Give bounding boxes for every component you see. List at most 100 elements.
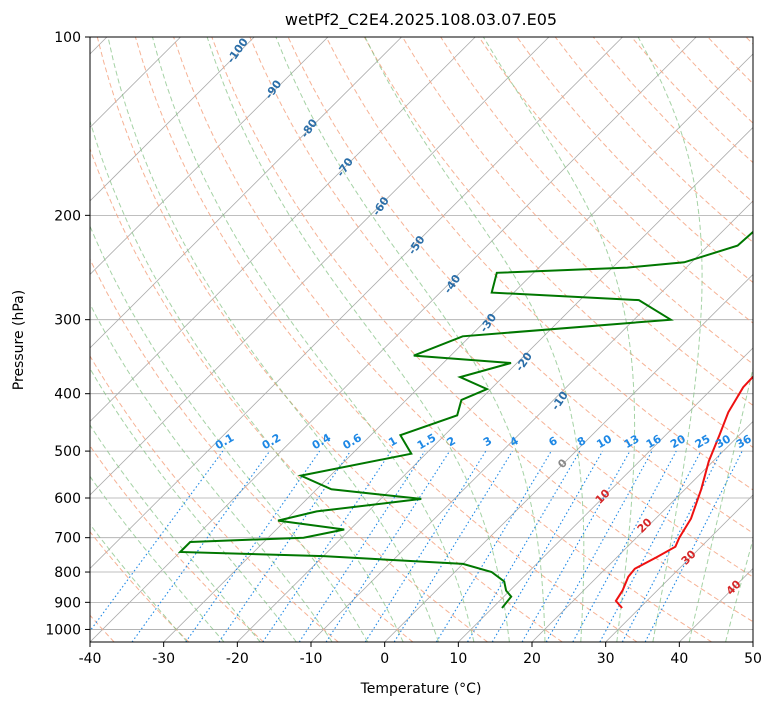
mixing-ratio-line	[325, 450, 451, 642]
dry-adiabat-label: -40	[441, 272, 463, 296]
x-tick-label: -30	[152, 651, 175, 667]
y-axis-label: Pressure (hPa)	[11, 290, 27, 390]
line-labels: -100-90-80-70-60-50-40-30-20-100.1 0.2 0.4…	[213, 35, 754, 597]
moist-adiabat-line	[364, 37, 585, 642]
dry-adiabat-label: -10	[549, 389, 571, 413]
y-tick-label: 600	[54, 491, 81, 507]
x-tick-label: -40	[79, 651, 102, 667]
y-tick-label: 400	[54, 387, 81, 403]
mixing-ratio-line	[218, 450, 351, 642]
moist-adiabat-line	[482, 37, 636, 642]
moist-adiabat-line	[725, 537, 753, 642]
mixing-ratio-label: 6	[546, 434, 559, 449]
isotherm-line	[752, 641, 753, 642]
isotherm-line	[90, 37, 623, 570]
moist-adiabat-label: 30	[679, 547, 699, 567]
mixing-ratio-line	[545, 450, 653, 642]
dry-adiabat-line	[363, 37, 753, 448]
dry-adiabat-line	[516, 37, 753, 284]
moist-adiabat-line	[107, 37, 439, 642]
dry-adiabat-line	[249, 37, 753, 578]
mixing-ratio-label: 10	[594, 432, 614, 451]
y-tick-label: 200	[54, 208, 81, 224]
mixing-ratio-label: 0.1	[213, 431, 236, 452]
axis-ticks: -40 -30 -20 -10 0 10 20 30 40 5010020030040050060…	[45, 30, 762, 667]
mixing-ratio-label: 0.2	[260, 431, 283, 452]
mixing-ratio-label: 30	[713, 432, 733, 451]
x-tick-label: 30	[597, 651, 615, 667]
isotherm-line	[90, 37, 329, 275]
moist-adiabat-line	[90, 224, 369, 642]
dry-adiabat-line	[211, 37, 753, 623]
isotherm-line	[458, 347, 753, 642]
mixing-ratio-label: 0.6	[341, 431, 365, 452]
mixing-ratio-line	[521, 450, 631, 642]
dry-adiabat-line	[402, 37, 753, 406]
mixing-ratio-line	[572, 450, 677, 642]
moist-adiabat-line	[90, 367, 297, 642]
x-tick-label: 20	[523, 651, 541, 667]
dry-adiabat-line	[90, 355, 339, 642]
x-tick-label: -20	[226, 651, 249, 667]
y-tick-label: 1000	[45, 622, 81, 638]
dry-adiabat-line	[554, 37, 753, 243]
dry-adiabat-line	[325, 37, 753, 491]
isotherm-line	[531, 420, 753, 642]
isotherm-line	[163, 53, 753, 642]
x-tick-label: 50	[744, 651, 762, 667]
dry-adiabat-label: -90	[262, 77, 284, 101]
isotherm-line	[90, 37, 476, 423]
mixing-ratio-line	[393, 450, 513, 642]
dry-adiabat-line	[440, 37, 753, 365]
moist-adiabat-label: 0	[555, 456, 570, 471]
mixing-ratio-line	[364, 450, 487, 642]
dry-adiabat-line	[707, 37, 753, 85]
dry-adiabat-line	[90, 530, 190, 642]
isotherm-line	[237, 126, 753, 642]
moist-adiabat-line	[90, 424, 261, 642]
dry-adiabat-line	[90, 445, 264, 642]
dry-adiabat-line	[592, 37, 753, 203]
profile-line	[177, 230, 753, 609]
dry-adiabat-label: -100	[224, 35, 251, 65]
isotherm-line	[310, 200, 753, 642]
mixing-ratio-label: 3	[481, 434, 494, 449]
mixing-ratio-label: 0.4	[310, 431, 334, 452]
mixing-ratio-line	[621, 450, 722, 642]
isotherm-line	[384, 273, 753, 642]
moist-adiabat-line	[152, 37, 475, 642]
mixing-ratio-line	[262, 450, 392, 642]
dry-adiabat-label: -60	[370, 194, 392, 218]
dry-adiabat-line	[134, 37, 638, 642]
dry-adiabat-line	[96, 37, 563, 642]
x-axis-label: Temperature (°C)	[360, 681, 482, 697]
isotherm-line	[679, 567, 753, 642]
mixing-ratio-label: 25	[693, 432, 713, 451]
plot-frame	[89, 36, 754, 643]
background-lines	[90, 37, 753, 642]
moist-adiabat-line	[90, 302, 333, 642]
moist-adiabat-line	[90, 523, 188, 642]
y-tick-label: 500	[54, 444, 81, 460]
y-tick-label: 900	[54, 595, 81, 611]
dry-adiabat-line	[745, 37, 753, 45]
profile-line	[614, 375, 753, 609]
profile-lines	[177, 230, 753, 609]
moist-adiabat-line	[90, 475, 225, 642]
dry-adiabat-line	[90, 147, 488, 642]
mixing-ratio-label: 2	[445, 434, 458, 449]
mixing-ratio-line	[90, 450, 224, 632]
y-tick-label: 100	[54, 30, 81, 46]
moist-adiabat-label: 10	[593, 486, 613, 506]
moist-adiabat-line	[275, 37, 546, 642]
dry-adiabat-label: -20	[513, 350, 535, 374]
mixing-ratio-line	[599, 450, 702, 642]
isotherm-line	[605, 494, 753, 642]
x-tick-label: 10	[449, 651, 467, 667]
y-tick-label: 300	[54, 313, 81, 329]
mixing-ratio-line	[491, 450, 604, 642]
mixing-ratio-line	[185, 450, 321, 642]
mixing-ratio-label: 4	[508, 434, 521, 449]
mixing-ratio-label: 20	[668, 432, 688, 451]
